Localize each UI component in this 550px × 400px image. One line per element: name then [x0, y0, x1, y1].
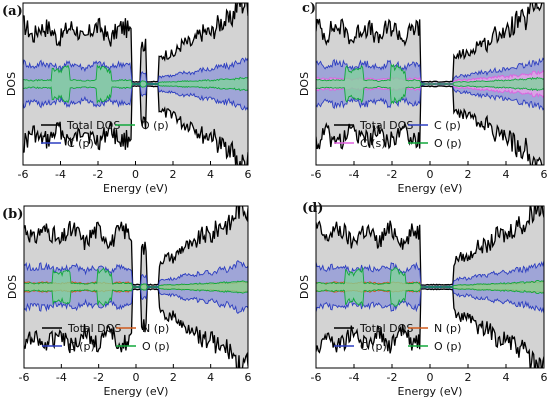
x-tick-label: 2 [465, 168, 472, 181]
x-tick-label: 0 [427, 371, 434, 384]
series-line-lower-totaldos [24, 287, 248, 368]
legend-entry: N (p) [434, 322, 461, 335]
y-axis-label: DOS [5, 72, 18, 96]
series-line-lower-totaldos [23, 85, 248, 165]
x-tick-label: -6 [19, 371, 30, 384]
legend: Total DOS C (p) C (s) O (p) [334, 119, 462, 150]
x-axis-label: Energy (eV) [398, 385, 463, 398]
series-line-totaldos [24, 206, 248, 287]
y-axis-label: DOS [298, 275, 311, 299]
legend-entry: O (p) [434, 137, 462, 150]
legend-entry: O (p) [434, 340, 462, 353]
x-tick-label: -6 [311, 371, 322, 384]
legend-entry: C (p) [68, 340, 95, 353]
x-tick-label: 4 [503, 168, 510, 181]
legend-entry: C (s) [360, 137, 386, 150]
panel-label: (b) [2, 207, 23, 222]
plot-area [23, 3, 248, 165]
series-line-lower-op [24, 286, 248, 307]
plot-area [316, 206, 544, 368]
y-axis-label: DOS [298, 72, 311, 96]
x-tick-label: 4 [207, 371, 214, 384]
series-line-lower-totaldos [316, 288, 544, 368]
dos-panel-2: (b) -6 -4 -2 0 2 4 6 Energy (eV) DOS Total DOS N (p… [2, 205, 252, 398]
x-tick-label: -4 [56, 371, 67, 384]
legend: Total DOS O (p) C (p) [41, 119, 169, 150]
x-tick-label: -2 [93, 168, 104, 181]
legend: Total DOS N (p) C (p) O (p) [334, 322, 462, 353]
legend-entry: C (p) [360, 340, 387, 353]
series-line-lower-totaldos [316, 85, 543, 165]
x-tick-label: -6 [18, 168, 29, 181]
x-tick-label: -4 [349, 168, 360, 181]
x-tick-label: -2 [387, 371, 398, 384]
series-line-totaldos [316, 206, 544, 286]
series-line-lower-op [316, 83, 544, 105]
dos-panel-3: (d) -6 -4 -2 0 2 4 6 Energy (eV) DOS Total DOS N (p… [298, 201, 548, 398]
series-line-lower-op [316, 286, 544, 307]
x-tick-label: -4 [55, 168, 66, 181]
x-tick-label: 4 [503, 371, 510, 384]
dos-panel-1: c) -6 -4 -2 0 2 4 6 Energy (eV) DOS Total DOS C (p)… [298, 1, 548, 195]
x-tick-label: -2 [387, 168, 398, 181]
legend-entry: O (p) [141, 119, 169, 132]
series-line-lower-cp [24, 287, 248, 315]
legend-entry: C (p) [434, 119, 461, 132]
x-tick-label: 6 [245, 371, 252, 384]
panel-label: (a) [2, 4, 23, 19]
x-tick-label: 4 [207, 168, 214, 181]
series-line-totaldos [316, 3, 543, 83]
panel-label: c) [302, 1, 316, 16]
x-tick-label: 0 [132, 168, 139, 181]
x-tick-label: 2 [170, 168, 177, 181]
x-tick-label: 2 [170, 371, 177, 384]
x-tick-label: 6 [541, 168, 548, 181]
x-axis-label: Energy (eV) [104, 385, 169, 398]
x-tick-label: -2 [93, 371, 104, 384]
dos-panel-0: (a) -6 -4 -2 0 2 4 6 Energy (eV) DOS Total DOS O (p… [2, 2, 252, 195]
x-tick-label: -6 [311, 168, 322, 181]
plot-area [24, 206, 248, 368]
legend-entry: O (p) [142, 340, 170, 353]
series-line-lower-op [23, 83, 248, 105]
legend-entry: Total DOS [359, 119, 413, 132]
legend-entry: C (p) [67, 137, 94, 150]
x-axis-label: Energy (eV) [398, 182, 463, 195]
legend-entry: Total DOS [66, 119, 120, 132]
x-tick-label: 0 [133, 371, 140, 384]
series-line-totaldos [23, 3, 248, 83]
x-tick-label: 2 [465, 371, 472, 384]
x-axis-label: Energy (eV) [103, 182, 168, 195]
legend-entry: Total DOS [359, 322, 413, 335]
x-tick-label: 0 [427, 168, 434, 181]
x-tick-label: 6 [541, 371, 548, 384]
plot-area [316, 3, 544, 165]
legend-entry: Total DOS [67, 322, 121, 335]
y-axis-label: DOS [6, 275, 19, 299]
panel-label: (d) [302, 201, 323, 216]
series-line-cp [24, 259, 248, 287]
legend-entry: N (p) [142, 322, 169, 335]
legend: Total DOS N (p) C (p) O (p) [42, 322, 170, 353]
x-tick-label: -4 [349, 371, 360, 384]
x-tick-label: 6 [245, 168, 252, 181]
